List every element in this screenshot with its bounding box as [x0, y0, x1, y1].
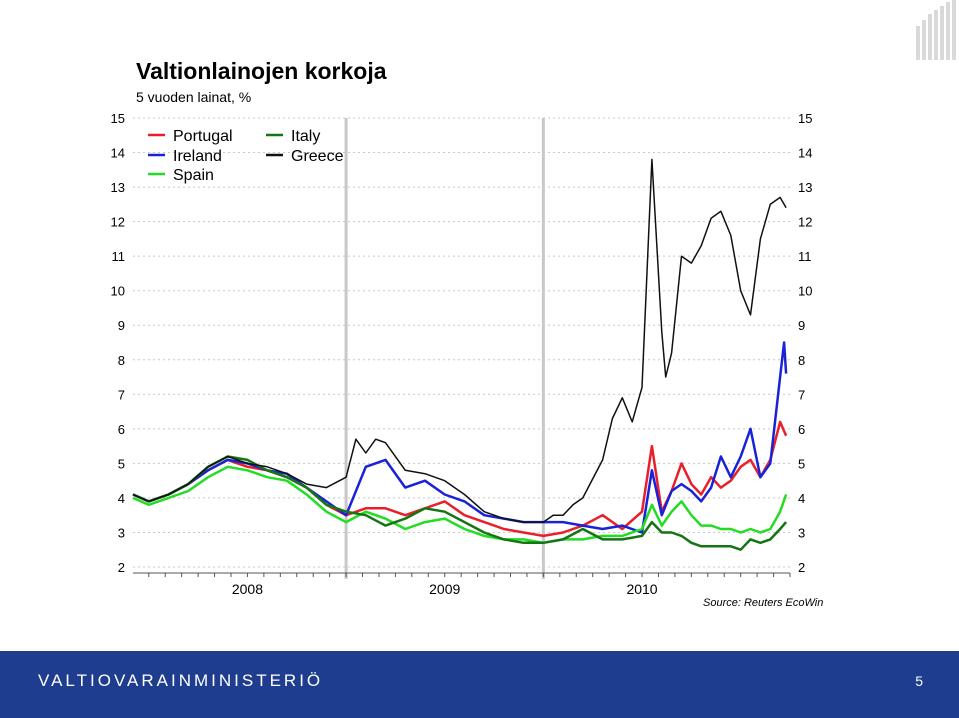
y-tick-label-right: 8 [798, 353, 805, 368]
logo-bar [928, 14, 932, 60]
y-tick-label-right: 5 [798, 456, 805, 471]
y-tick-label-left: 4 [118, 491, 125, 506]
y-tick-label-left: 3 [118, 525, 125, 540]
logo-bar [946, 2, 950, 60]
footer-bar: VALTIOVARAINMINISTERIÖ 5 [0, 651, 959, 718]
y-tick-label-right: 6 [798, 422, 805, 437]
series-line-italy [132, 455, 788, 551]
series-line-greece [132, 158, 787, 523]
y-tick-label-left: 13 [111, 180, 125, 195]
logo-bar [940, 6, 944, 60]
y-tick-label-left: 12 [111, 215, 125, 230]
series-line-ireland [132, 341, 788, 534]
legend-label-spain: Spain [173, 167, 214, 184]
page-number: 5 [915, 673, 923, 689]
y-tick-label-left: 15 [111, 111, 125, 126]
y-tick-label-right: 15 [798, 111, 812, 126]
year-divider-lines [344, 118, 545, 579]
logo-bar [922, 20, 926, 60]
y-tick-label-left: 8 [118, 353, 125, 368]
y-tick-label-right: 3 [798, 525, 805, 540]
legend-label-ireland: Ireland [173, 148, 222, 165]
y-tick-label-left: 2 [118, 560, 125, 575]
logo-bar [952, 0, 956, 60]
y-tick-label-right: 7 [798, 387, 805, 402]
y-tick-label-left: 5 [118, 456, 125, 471]
ministry-logo-bars-icon [916, 0, 956, 60]
x-tick-label: 2009 [429, 581, 460, 597]
chart-source: Source: Reuters EcoWin [703, 597, 824, 609]
logo-bar [934, 10, 938, 60]
y-tick-label-left: 11 [112, 249, 126, 264]
legend-label-italy: Italy [291, 128, 320, 145]
bond-yield-chart: 2 2 3 3 4 4 5 5 6 6 7 7 8 8 9 9 10 10 11 11 12 12 13 13 14 14 15 15… [111, 0, 956, 597]
y-tick-label-left: 9 [118, 318, 125, 333]
y-tick-label-left: 14 [111, 146, 125, 161]
y-tick-label-left: 10 [111, 284, 125, 299]
series-line-spain [132, 465, 788, 545]
y-tick-label-right: 10 [798, 284, 812, 299]
y-tick-label-right: 11 [798, 249, 812, 264]
logo-bar [916, 26, 920, 60]
footer-organization: VALTIOVARAINMINISTERIÖ [38, 671, 324, 690]
y-tick-label-right: 2 [798, 560, 805, 575]
x-tick-label: 2008 [232, 581, 263, 597]
chart-axes: 2 2 3 3 4 4 5 5 6 6 7 7 8 8 9 9 10 10 11 11 12 12 13 13 14 14 15 15… [111, 111, 813, 597]
y-tick-label-left: 6 [118, 422, 125, 437]
y-tick-label-left: 7 [118, 387, 125, 402]
y-tick-label-right: 9 [798, 318, 805, 333]
chart-series [132, 158, 788, 551]
y-tick-label-right: 14 [798, 146, 812, 161]
legend-label-portugal: Portugal [173, 128, 233, 145]
legend-label-greece: Greece [291, 148, 344, 165]
x-tick-label: 2010 [626, 581, 657, 597]
y-tick-label-right: 4 [798, 491, 805, 506]
y-tick-label-right: 13 [798, 180, 812, 195]
y-tick-label-right: 12 [798, 215, 812, 230]
chart-subtitle: 5 vuoden lainat, % [136, 89, 252, 105]
chart-title: Valtionlainojen korkoja [136, 58, 387, 84]
chart-legend: Portugal Ireland Spain Italy Greece [148, 128, 344, 184]
